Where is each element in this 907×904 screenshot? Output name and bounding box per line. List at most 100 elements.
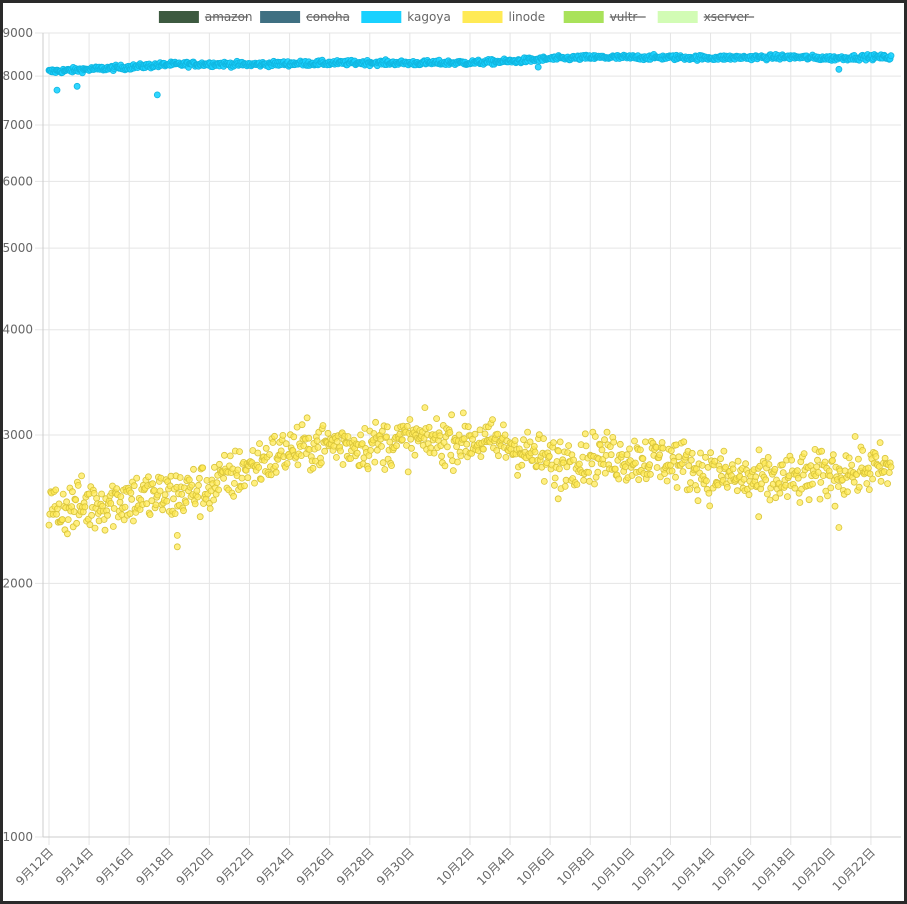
linode-point bbox=[116, 498, 124, 506]
legend-label[interactable]: linode bbox=[509, 10, 546, 24]
linode-point bbox=[196, 513, 204, 521]
linode-point bbox=[251, 479, 258, 487]
linode-point bbox=[194, 493, 202, 501]
linode-point bbox=[457, 452, 465, 460]
linode-point bbox=[877, 477, 885, 485]
linode-point bbox=[479, 445, 487, 453]
linode-point bbox=[78, 472, 85, 480]
x-tick-label: 10月14日 bbox=[669, 845, 717, 893]
linode-point bbox=[379, 459, 387, 467]
linode-point bbox=[256, 440, 263, 448]
linode-point bbox=[603, 428, 611, 436]
linode-point bbox=[180, 507, 187, 515]
linode-point bbox=[565, 442, 572, 450]
linode-point bbox=[668, 467, 676, 475]
linode-point bbox=[182, 499, 190, 506]
linode-point bbox=[766, 496, 774, 504]
x-tick-label: 9月16日 bbox=[93, 845, 136, 888]
linode-point bbox=[303, 414, 311, 422]
linode-point bbox=[610, 438, 618, 446]
linode-point bbox=[535, 431, 543, 439]
linode-point bbox=[476, 426, 484, 434]
x-tick-label: 10月20日 bbox=[789, 845, 837, 893]
linode-point bbox=[698, 461, 706, 469]
legend-swatch[interactable] bbox=[563, 11, 604, 23]
legend-swatch[interactable] bbox=[158, 11, 199, 23]
linode-point bbox=[477, 453, 485, 461]
linode-point bbox=[813, 463, 820, 471]
linode-point bbox=[591, 480, 598, 488]
linode-point bbox=[835, 524, 843, 531]
linode-point bbox=[800, 450, 808, 458]
linode-point bbox=[742, 460, 749, 468]
linode-point bbox=[740, 475, 748, 483]
linode-point bbox=[685, 462, 693, 470]
linode-point bbox=[639, 455, 647, 463]
linode-point bbox=[887, 463, 895, 471]
linode-point bbox=[845, 454, 853, 462]
linode-point bbox=[178, 490, 186, 498]
linode-point bbox=[255, 463, 263, 471]
linode-point bbox=[455, 431, 463, 439]
x-tick-label: 9月22日 bbox=[214, 845, 257, 888]
linode-point bbox=[814, 456, 821, 464]
x-tick-label: 10月2日 bbox=[434, 845, 477, 888]
linode-point bbox=[827, 484, 835, 492]
linode-point bbox=[791, 484, 799, 492]
linode-point bbox=[831, 502, 839, 510]
linode-point bbox=[884, 480, 891, 488]
linode-point bbox=[580, 476, 587, 484]
linode-point bbox=[128, 495, 136, 503]
linode-point bbox=[64, 530, 71, 538]
legend-swatch[interactable] bbox=[361, 11, 402, 23]
linode-point bbox=[550, 439, 557, 447]
legend-swatch[interactable] bbox=[657, 11, 698, 23]
linode-point bbox=[723, 483, 731, 491]
linode-point bbox=[591, 433, 599, 440]
linode-point bbox=[215, 486, 223, 494]
x-tick-label: 9月30日 bbox=[374, 845, 417, 888]
linode-point bbox=[672, 473, 679, 481]
y-tick-label: 1000 bbox=[3, 830, 33, 844]
linode-point bbox=[446, 429, 454, 436]
x-tick-label: 10月10日 bbox=[589, 845, 637, 893]
linode-point bbox=[863, 480, 871, 487]
legend-item-linode[interactable]: linode bbox=[462, 10, 546, 24]
linode-point bbox=[73, 519, 80, 527]
linode-point bbox=[711, 457, 719, 465]
linode-point bbox=[448, 411, 456, 419]
linode-point bbox=[722, 463, 729, 471]
linode-point bbox=[294, 461, 302, 469]
linode-point bbox=[720, 447, 728, 455]
linode-point bbox=[776, 489, 784, 497]
linode-point bbox=[586, 477, 593, 485]
linode-point bbox=[386, 438, 394, 446]
legend-item-xserver[interactable]: xserver bbox=[657, 10, 755, 24]
linode-point bbox=[588, 460, 596, 468]
legend-swatch[interactable] bbox=[462, 11, 503, 23]
linode-point bbox=[101, 526, 109, 534]
x-axis: 9月12日9月14日9月16日9月18日9月20日9月22日9月24日9月26日… bbox=[13, 845, 878, 893]
y-axis: 1000 2000 3000 4000 5000 6000 7000 8000 9000 bbox=[3, 26, 33, 844]
linode-point bbox=[663, 477, 671, 485]
linode-point bbox=[675, 453, 683, 461]
linode-point bbox=[213, 479, 221, 487]
linode-point bbox=[824, 492, 831, 500]
linode-point bbox=[161, 491, 169, 499]
linode-point bbox=[241, 482, 248, 490]
linode-point bbox=[855, 483, 863, 491]
linode-point bbox=[561, 482, 569, 490]
linode-point bbox=[817, 478, 825, 486]
legend-item-vultr[interactable]: vultr bbox=[563, 10, 646, 24]
linode-point bbox=[427, 444, 435, 452]
legend-item-kagoya[interactable]: kagoya bbox=[361, 10, 451, 24]
linode-point bbox=[734, 457, 742, 465]
legend-label[interactable]: kagoya bbox=[407, 10, 451, 24]
linode-point bbox=[829, 457, 836, 464]
legend-item-amazon[interactable]: amazon bbox=[158, 10, 253, 24]
legend[interactable]: amazon conoha kagoya linode vultr xserver bbox=[158, 10, 755, 24]
legend-swatch[interactable] bbox=[260, 11, 301, 23]
linode-point bbox=[117, 493, 125, 501]
linode-point bbox=[113, 485, 121, 493]
legend-item-conoha[interactable]: conoha bbox=[260, 10, 350, 24]
